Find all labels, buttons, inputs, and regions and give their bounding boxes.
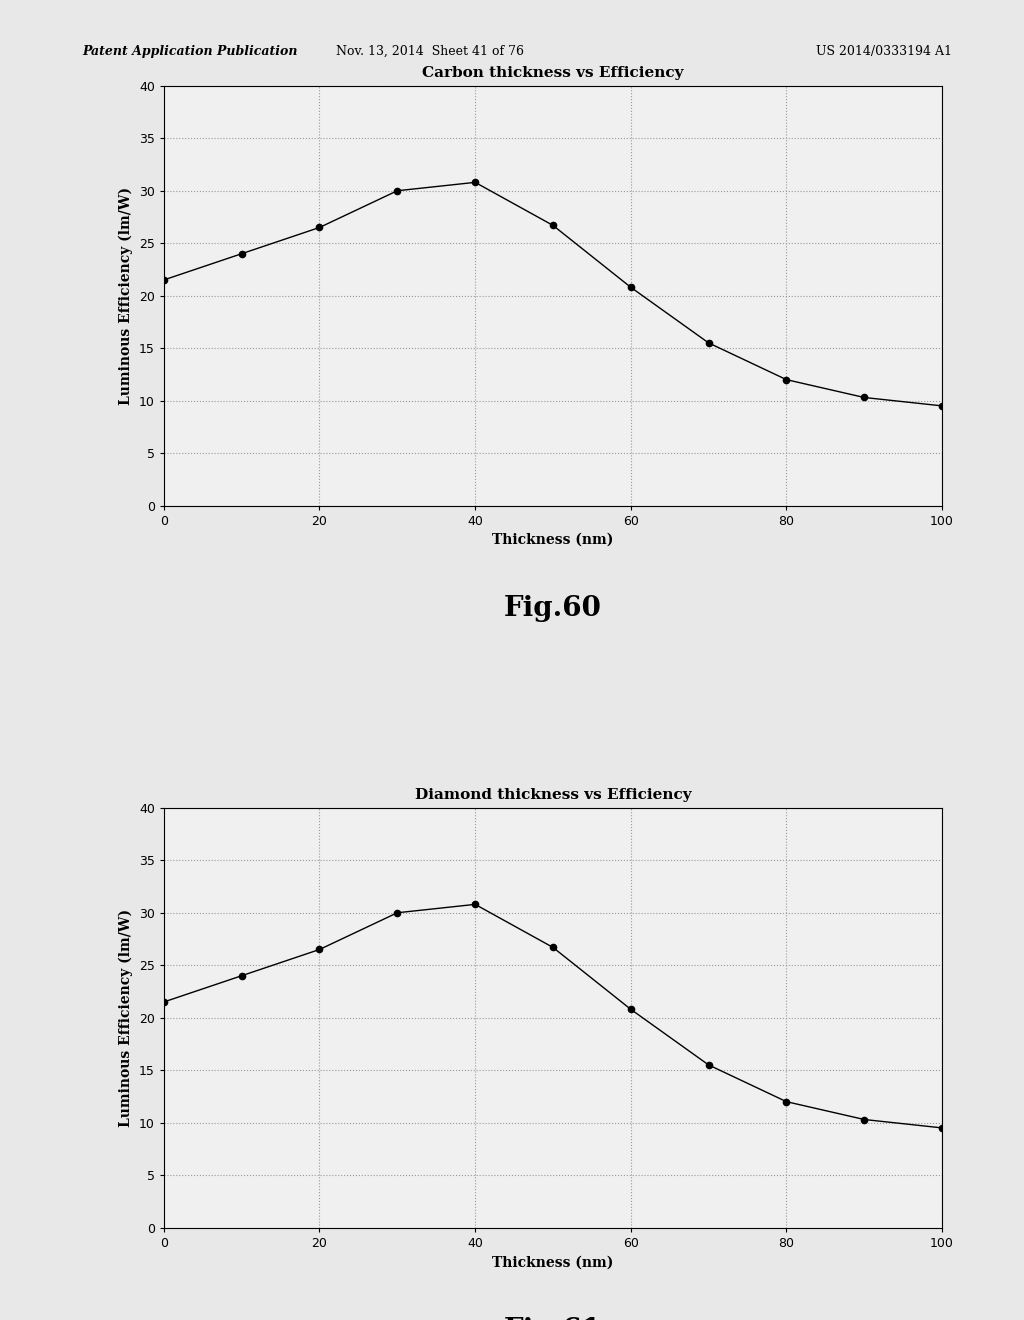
X-axis label: Thickness (nm): Thickness (nm) (493, 533, 613, 548)
Y-axis label: Luminous Efficiency (lm/W): Luminous Efficiency (lm/W) (119, 908, 133, 1127)
X-axis label: Thickness (nm): Thickness (nm) (493, 1255, 613, 1270)
Text: Fig.60: Fig.60 (504, 595, 602, 622)
Text: Fig.61: Fig.61 (504, 1317, 602, 1320)
Title: Carbon thickness vs Efficiency: Carbon thickness vs Efficiency (422, 66, 684, 81)
Title: Diamond thickness vs Efficiency: Diamond thickness vs Efficiency (415, 788, 691, 803)
Text: Nov. 13, 2014  Sheet 41 of 76: Nov. 13, 2014 Sheet 41 of 76 (336, 45, 524, 58)
Text: Patent Application Publication: Patent Application Publication (82, 45, 297, 58)
Y-axis label: Luminous Efficiency (lm/W): Luminous Efficiency (lm/W) (119, 186, 133, 405)
Text: US 2014/0333194 A1: US 2014/0333194 A1 (816, 45, 952, 58)
